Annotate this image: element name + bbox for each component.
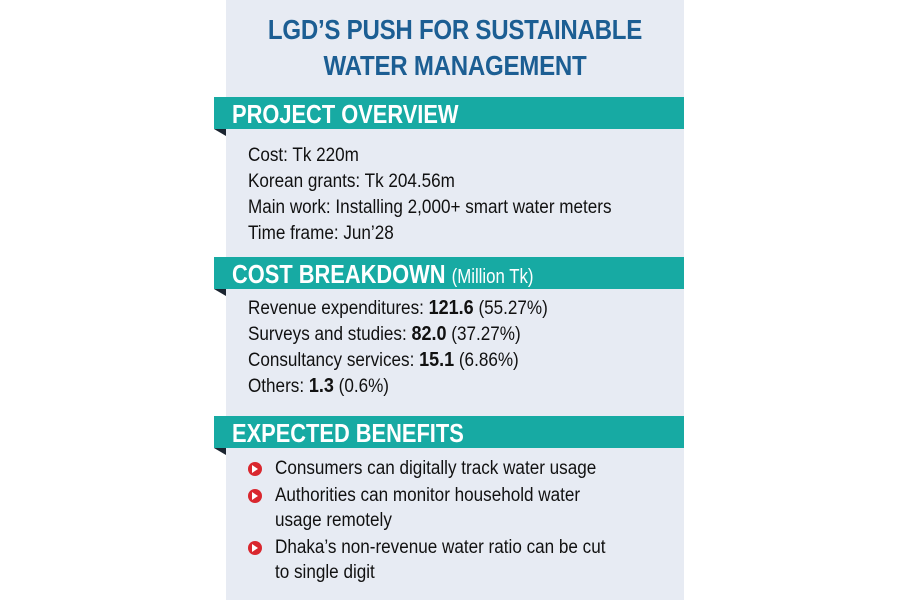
breakdown-item: Others: 1.3 (0.6%) — [248, 375, 389, 398]
red-arrow-bullet-icon — [248, 489, 262, 503]
benefit-text: Consumers can digitally track water usag… — [275, 456, 662, 481]
benefit-line-1: Consumers can digitally track water usag… — [275, 458, 597, 479]
breakdown-item-label: Consultancy services: — [248, 350, 415, 371]
overview-grants-value: Tk 204.56m — [364, 171, 455, 192]
benefit-text: Dhaka’s non-revenue water ratio can be c… — [275, 535, 662, 585]
breakdown-item-share: (55.27%) — [478, 298, 548, 319]
breakdown-item-share: (6.86%) — [458, 350, 519, 371]
benefits-heading: EXPECTED BENEFITS — [232, 418, 464, 448]
breakdown-item-amount: 82.0 — [411, 323, 447, 345]
red-arrow-bullet-icon — [248, 462, 262, 476]
breakdown-item: Consultancy services: 15.1 (6.86%) — [248, 349, 519, 372]
banner-fold — [214, 129, 226, 136]
title-line-2: WATER MANAGEMENT — [323, 50, 587, 81]
title-line-1: LGD’S PUSH FOR SUSTAINABLE — [267, 14, 643, 45]
breakdown-banner: COST BREAKDOWN (Million Tk) — [214, 257, 684, 296]
breakdown-item-label: Surveys and studies: — [248, 324, 407, 345]
breakdown-item: Surveys and studies: 82.0 (37.27%) — [248, 323, 521, 346]
benefits-banner: EXPECTED BENEFITS — [214, 416, 684, 455]
overview-main-work-label: Main work: — [248, 197, 331, 218]
breakdown-heading: COST BREAKDOWN — [232, 259, 446, 289]
benefit-line-2: to single digit — [275, 562, 375, 583]
breakdown-unit: (Million Tk) — [451, 266, 534, 288]
overview-time-frame-value: Jun’28 — [343, 223, 394, 244]
breakdown-item-amount: 15.1 — [419, 349, 455, 371]
overview-cost-label: Cost: — [248, 145, 288, 166]
banner-fold — [214, 448, 226, 455]
benefit-line-1: Dhaka’s non-revenue water ratio can be c… — [275, 537, 606, 558]
breakdown-item-amount: 121.6 — [428, 297, 474, 319]
overview-grants: Korean grants: Tk 204.56m — [248, 171, 455, 193]
overview-time-frame: Time frame: Jun’28 — [248, 223, 394, 245]
overview-main-work-value: Installing 2,000+ smart water meters — [335, 197, 612, 218]
overview-cost-value: Tk 220m — [292, 145, 359, 166]
overview-cost: Cost: Tk 220m — [248, 145, 359, 167]
red-arrow-bullet-icon — [248, 541, 262, 555]
breakdown-item: Revenue expenditures: 121.6 (55.27%) — [248, 297, 548, 320]
breakdown-item-label: Revenue expenditures: — [248, 298, 424, 319]
breakdown-item-amount: 1.3 — [308, 375, 334, 397]
breakdown-item-label: Others: — [248, 376, 305, 397]
benefit-line-2: usage remotely — [275, 510, 392, 531]
overview-heading: PROJECT OVERVIEW — [232, 99, 459, 129]
overview-time-frame-label: Time frame: — [248, 223, 339, 244]
benefit-line-1: Authorities can monitor household water — [275, 485, 581, 506]
breakdown-heading-wrap: COST BREAKDOWN (Million Tk) — [232, 259, 533, 290]
overview-main-work: Main work: Installing 2,000+ smart water… — [248, 197, 612, 219]
breakdown-item-share: (37.27%) — [451, 324, 521, 345]
overview-grants-label: Korean grants: — [248, 171, 361, 192]
benefit-text: Authorities can monitor household water … — [275, 483, 662, 533]
overview-banner: PROJECT OVERVIEW — [214, 97, 684, 136]
banner-fold — [214, 289, 226, 296]
breakdown-item-share: (0.6%) — [338, 376, 389, 397]
